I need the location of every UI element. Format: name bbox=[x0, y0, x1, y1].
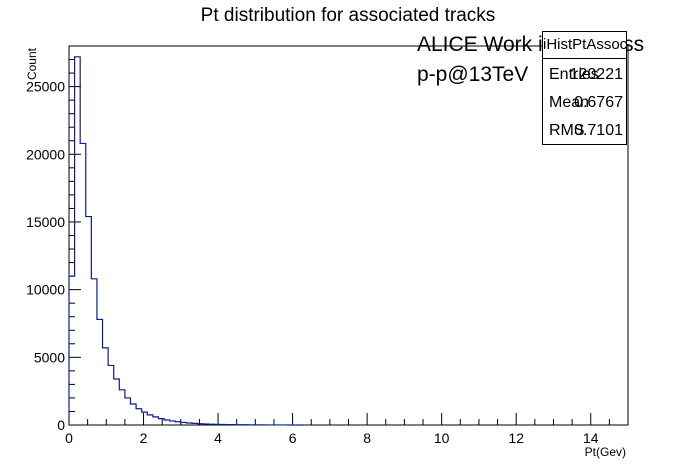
y-tick-label: 0 bbox=[57, 417, 65, 433]
stats-rms-value: 0.7101 bbox=[574, 122, 623, 139]
stats-entries-label: Entries bbox=[549, 66, 599, 83]
stats-rms-row: RMS 0.7101 bbox=[549, 117, 623, 145]
x-tick-label: 14 bbox=[583, 430, 599, 446]
collision-label: p-p@13TeV bbox=[417, 63, 529, 86]
y-tick-label: 15000 bbox=[26, 214, 65, 230]
x-tick-label: 12 bbox=[508, 430, 524, 446]
y-tick-label: 5000 bbox=[34, 349, 65, 365]
stats-mean-value: 0.6767 bbox=[574, 94, 623, 111]
x-tick-label: 2 bbox=[140, 430, 148, 446]
y-axis-label: Count bbox=[25, 47, 39, 80]
chart-title: Pt distribution for associated tracks bbox=[200, 5, 496, 26]
x-axis: 0 2 4 6 8 10 12 14 bbox=[65, 413, 629, 446]
x-tick-label: 0 bbox=[65, 430, 73, 446]
stats-entries-row: Entries 120221 bbox=[549, 61, 623, 89]
stats-box: iHistPtAssoc_MB Entries 120221 Mean 0.67… bbox=[542, 31, 627, 145]
x-tick-label: 6 bbox=[289, 430, 297, 446]
x-tick-label: 8 bbox=[363, 430, 371, 446]
x-axis-label: Pt(Gev) bbox=[585, 445, 626, 459]
stats-mean-row: Mean 0.6767 bbox=[549, 89, 623, 117]
x-tick-label: 10 bbox=[434, 430, 450, 446]
y-tick-label: 25000 bbox=[26, 79, 65, 95]
stats-header: iHistPtAssoc_MB bbox=[543, 32, 626, 59]
y-tick-label: 10000 bbox=[26, 282, 65, 298]
stats-entries-value: 120221 bbox=[569, 66, 623, 83]
histogram-line bbox=[68, 56, 305, 426]
x-tick-label: 4 bbox=[214, 430, 222, 446]
y-axis: 0 5000 10000 15000 20000 25000 bbox=[26, 45, 81, 433]
y-tick-label: 20000 bbox=[26, 146, 65, 162]
stats-mean-label: Mean bbox=[549, 94, 590, 111]
stats-rms-label: RMS bbox=[549, 122, 585, 139]
